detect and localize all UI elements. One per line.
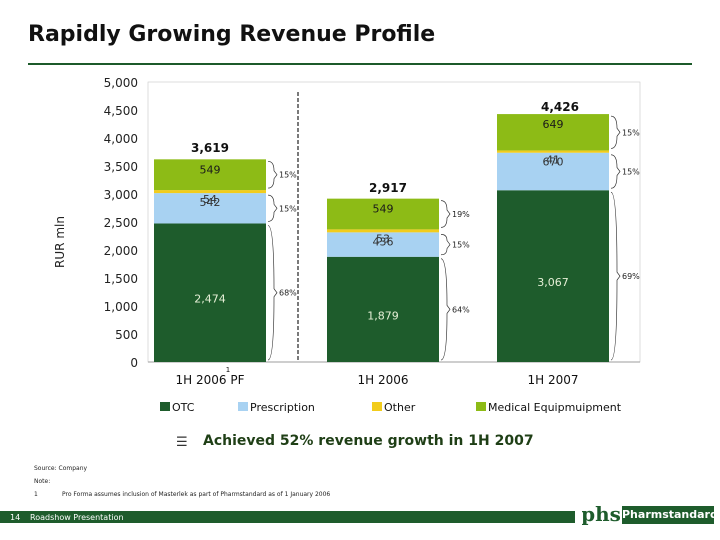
legend-swatch: [476, 402, 486, 411]
segment-label: 54: [203, 193, 217, 206]
y-tick-label: 3,000: [104, 188, 138, 202]
bar-otc: [497, 190, 609, 362]
footer-bar: [0, 511, 575, 523]
legend-label: OTC: [172, 401, 195, 414]
bar-other: [497, 150, 609, 153]
segment-label: 549: [373, 203, 394, 216]
legend-swatch: [160, 402, 170, 411]
total-label: 3,619: [191, 141, 229, 155]
bar-medical-equipmuipment: [327, 198, 439, 230]
x-tick-label: 1H 2007: [527, 373, 578, 387]
bar-otc: [154, 223, 266, 362]
total-label: 4,426: [541, 100, 579, 114]
source-note: Source: Company: [34, 465, 88, 472]
segment-label: 41: [546, 153, 560, 166]
bar-other: [327, 229, 439, 233]
pharmstandard-logo: phs Pharmstandard: [578, 496, 718, 532]
segment-label: 2,474: [194, 293, 226, 306]
segment-label: 649: [543, 118, 564, 131]
share-label: 68%: [279, 289, 297, 298]
bar-prescription: [497, 152, 609, 191]
title-divider: [28, 63, 692, 65]
legend-label: Prescription: [250, 401, 315, 414]
note-text: Pro Forma assumes inclusion of Masterlek…: [62, 491, 331, 498]
share-bracket: [440, 258, 451, 361]
y-tick-label: 2,000: [104, 244, 138, 258]
page-number: 14: [10, 513, 21, 522]
y-tick-label: 3,500: [104, 160, 138, 174]
segment-label: 1,879: [367, 309, 399, 322]
share-bracket: [267, 194, 278, 222]
y-tick-label: 4,000: [104, 132, 138, 146]
x-tick-label: 1H 2006: [357, 373, 408, 387]
share-label: 69%: [622, 272, 640, 281]
share-label: 15%: [279, 204, 297, 213]
share-bracket: [267, 225, 278, 361]
share-bracket: [610, 191, 621, 361]
note-label: Note:: [34, 478, 51, 485]
y-tick-label: 4,500: [104, 104, 138, 118]
segment-label: 3,067: [537, 276, 569, 289]
share-label: 15%: [452, 241, 470, 250]
share-label: 15%: [622, 128, 640, 137]
y-tick-label: 0: [130, 356, 138, 370]
page-title: Rapidly Growing Revenue Profile: [28, 22, 436, 47]
logo-mark-text: phs: [582, 502, 620, 526]
segment-label: 670: [543, 156, 564, 169]
note-number: 1: [34, 491, 38, 498]
total-label: 2,917: [369, 181, 407, 195]
bar-prescription: [154, 193, 266, 224]
segment-label: 549: [200, 163, 221, 176]
legend-swatch: [372, 402, 382, 411]
headline: Achieved 52% revenue growth in 1H 2007: [203, 433, 534, 449]
bar-otc: [327, 256, 439, 362]
share-label: 64%: [452, 305, 470, 314]
share-label: 19%: [452, 210, 470, 219]
bar-medical-equipmuipment: [497, 114, 609, 151]
segment-label: 53: [376, 232, 390, 245]
share-bracket: [610, 115, 621, 149]
share-bracket: [440, 200, 451, 228]
legend-swatch: [238, 402, 248, 411]
y-tick-label: 2,500: [104, 216, 138, 230]
y-tick-label: 500: [115, 328, 138, 342]
share-bracket: [267, 160, 278, 189]
legend-label: Medical Equipmuipment: [488, 401, 622, 414]
y-tick-label: 1,500: [104, 272, 138, 286]
revenue-chart: 0 500 1,000 1,500 2,000 2,500 3,000 3,500 4,000 4…: [53, 76, 641, 414]
share-label: 15%: [622, 167, 640, 176]
segment-label: 436: [373, 235, 394, 248]
footnote-marker: 1: [226, 366, 230, 374]
x-tick-label: 1H 2006 PF: [176, 373, 245, 387]
share-label: 15%: [279, 171, 297, 180]
logo-mark-icon: phs: [582, 500, 620, 528]
logo-text: Pharmstandard: [622, 506, 718, 524]
share-bracket: [610, 154, 621, 189]
share-bracket: [440, 234, 451, 256]
bar-medical-equipmuipment: [154, 159, 266, 191]
bar-other: [154, 190, 266, 194]
bar-prescription: [327, 232, 439, 257]
segment-label: 542: [200, 196, 221, 209]
y-tick-label: 5,000: [104, 76, 138, 90]
y-axis-label: RUR mln: [53, 216, 67, 268]
legend-label: Other: [384, 401, 416, 414]
bullet-icon: ☰: [176, 435, 188, 450]
y-tick-label: 1,000: [104, 300, 138, 314]
footer-text: Roadshow Presentation: [30, 513, 124, 522]
